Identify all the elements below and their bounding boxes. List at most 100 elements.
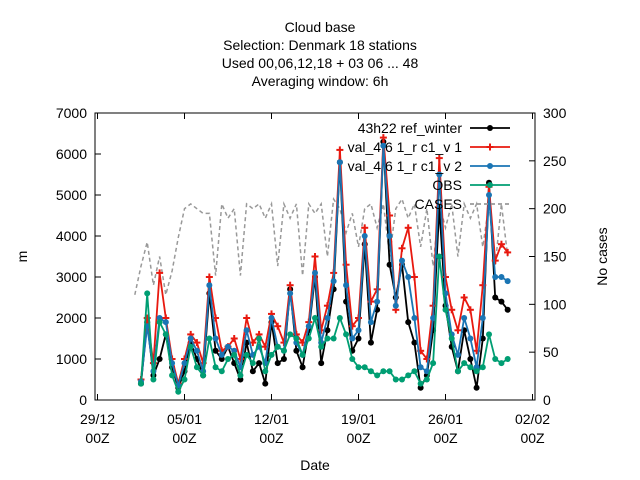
legend-label: OBS [432,177,462,193]
x-tick-label: 29/12 [80,411,115,427]
legend: 43h22 ref_winter val_4 6 1_r c1_v 1 val_4 … [348,120,510,212]
data-point [349,335,356,342]
chart-title: Cloud base Selection: Denmark 18 stations… [222,19,419,89]
data-point [374,372,381,379]
data-point [448,306,456,314]
y-tick-label: 1000 [56,351,87,367]
data-point [268,351,275,358]
data-point [461,315,468,321]
data-point [231,347,238,354]
data-point [156,315,163,321]
data-point [162,319,169,326]
data-point [435,154,443,162]
data-point [293,347,300,354]
data-point [467,364,474,371]
data-point [492,274,499,280]
data-point [386,233,393,239]
data-point [399,376,406,383]
data-point [486,143,494,151]
data-point [479,364,486,371]
data-point [442,306,449,313]
data-point [287,331,294,338]
legend-item: CASES [415,196,510,212]
x-tick-label: 19/01 [341,411,376,427]
data-point [386,212,394,219]
data-point [262,380,269,387]
y2-tick-label: 150 [543,249,567,265]
data-point [156,356,163,362]
data-point [230,335,238,342]
data-point [343,282,350,289]
data-point [361,233,368,239]
data-point [193,364,200,371]
title-line: Cloud base [285,19,356,35]
data-point [349,356,356,362]
data-point [224,343,231,350]
data-point [299,364,306,371]
data-point [212,335,219,342]
y-tick-label: 7000 [56,105,87,121]
data-point [404,224,412,232]
data-point [187,335,194,342]
data-point [312,315,318,321]
data-point [274,343,281,350]
legend-label: 43h22 ref_winter [358,120,463,136]
data-point [504,356,511,362]
data-point [355,327,362,334]
data-point [392,376,399,383]
y2-axis-label: No cases [594,227,610,285]
data-point [256,360,263,367]
data-point [324,327,331,334]
data-point [417,364,424,371]
data-point [379,134,387,142]
data-point [305,335,312,342]
x-tick-label: 26/01 [428,411,463,427]
data-point [361,364,368,371]
data-point [486,331,493,338]
data-point [380,368,387,375]
data-point [336,159,343,166]
x-tick-label-hour: 00Z [172,430,197,446]
data-point [274,322,282,330]
data-point [479,315,486,321]
data-point [411,315,418,321]
y-tick-label: 0 [79,392,87,408]
data-point [367,368,374,375]
data-point [162,331,169,338]
legend-item: val_4 6 1_r c1_v 1 [348,139,510,155]
y2-tick-label: 100 [543,296,567,312]
data-point [498,360,505,367]
data-point [305,323,312,330]
data-point [467,356,474,362]
data-point [504,306,511,313]
data-point [218,368,225,375]
y-tick-label: 2000 [56,310,87,326]
y2-tick-label: 250 [543,153,567,169]
data-point [454,326,462,334]
y-tick-label: 5000 [56,187,87,203]
data-point [430,360,437,367]
data-point [492,356,499,362]
data-point [423,368,430,375]
series-obs [137,253,511,395]
data-point [487,182,493,188]
data-point [504,278,511,285]
data-point [398,244,406,252]
data-point [473,384,480,391]
data-point [361,224,369,232]
series-val-4-6-1-r-c1-v-2 [137,142,511,389]
data-point [355,364,362,371]
data-point [473,364,480,371]
data-point [487,125,493,131]
data-point [423,376,430,383]
x-tick-label-hour: 00Z [433,430,458,446]
data-point [417,384,424,391]
data-point [286,281,294,289]
title-line: Averaging window: 6h [252,73,389,89]
data-point [193,347,200,354]
data-point [498,274,505,280]
data-point [367,339,374,346]
data-point [491,257,499,265]
data-point [436,171,443,178]
